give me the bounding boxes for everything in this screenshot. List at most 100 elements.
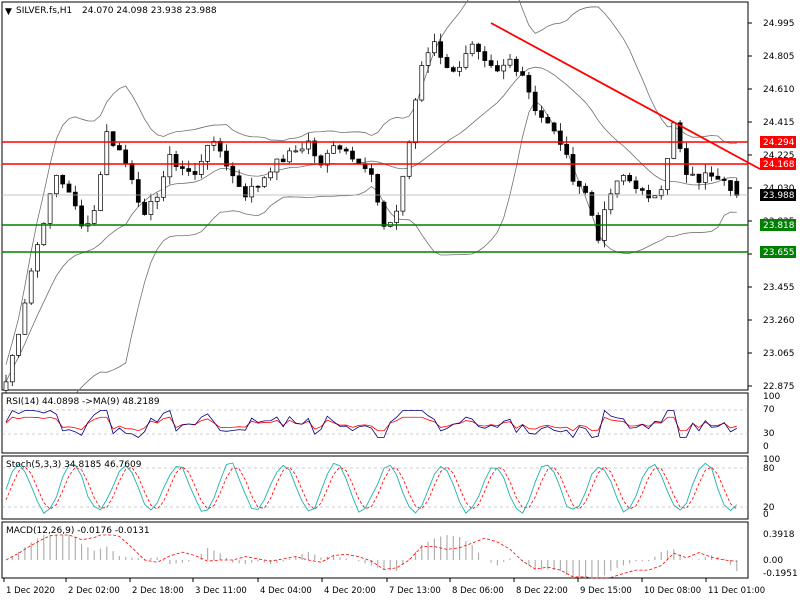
candle	[513, 56, 519, 77]
price-axis: 24.99524.80524.61024.41524.22524.03023.8…	[748, 19, 795, 392]
stoch-tick: 20	[763, 503, 775, 513]
candle	[721, 176, 727, 186]
time-tick: 4 Dec 04:00	[260, 586, 312, 596]
level-tags: 24.294 24.168 23.818 23.655 23.988	[760, 136, 796, 258]
candle	[715, 168, 721, 180]
bollinger-middle	[5, 66, 737, 382]
time-axis: 1 Dec 2020 2 Dec 02:00 2 Dec 18:00 3 Dec 11…	[3, 578, 765, 596]
time-tick: 3 Dec 11:00	[195, 586, 247, 596]
candle	[261, 176, 267, 189]
candle	[432, 33, 437, 57]
level-tag: 23.818	[763, 221, 795, 231]
time-tick: 1 Dec 2020	[6, 586, 55, 596]
candle	[343, 146, 349, 155]
level-tag: 23.655	[763, 248, 795, 258]
candle	[154, 192, 160, 210]
stoch-signal-line	[5, 466, 738, 510]
candle	[91, 205, 97, 226]
rsi-tick: 0	[763, 442, 769, 452]
candle	[148, 193, 154, 221]
candle	[495, 60, 500, 73]
candle	[444, 53, 450, 69]
macd-signal-line	[5, 534, 737, 579]
candle	[658, 185, 664, 200]
candle	[501, 59, 507, 80]
candle	[476, 42, 481, 60]
candle	[236, 169, 242, 187]
time-tick: 8 Dec 22:00	[516, 586, 568, 596]
level-tag: 24.168	[763, 160, 795, 170]
rsi-line	[5, 409, 737, 439]
candle	[293, 145, 299, 153]
time-tick: 10 Dec 08:00	[644, 586, 701, 596]
time-tick: 7 Dec 13:00	[389, 586, 441, 596]
candle	[684, 142, 689, 183]
stoch-tick: 100	[763, 455, 780, 465]
level-tag: 24.294	[763, 138, 795, 148]
candle	[224, 144, 229, 171]
candle	[469, 41, 475, 57]
candle	[41, 222, 47, 247]
candle	[173, 150, 179, 171]
candle	[72, 185, 78, 210]
candle	[47, 193, 53, 229]
candle	[488, 54, 494, 68]
price-tick: 24.225	[763, 151, 795, 161]
candle	[520, 66, 525, 77]
chart-header-icon: ▼	[5, 7, 12, 17]
candle	[192, 162, 198, 180]
price-tick: 23.065	[763, 349, 795, 359]
candle	[639, 186, 645, 196]
candle	[419, 61, 425, 102]
price-tick: 22.875	[763, 382, 795, 392]
candle	[243, 183, 248, 201]
candle	[161, 171, 166, 202]
candle	[551, 121, 557, 135]
macd-tick: 0.3918	[763, 530, 795, 540]
candle	[104, 124, 110, 176]
candle	[375, 173, 381, 206]
candle	[337, 144, 343, 154]
rsi-label: RSI(14) 44.0898 ->MA(9) 48.2189	[6, 397, 160, 407]
candle	[576, 180, 582, 194]
rsi-panel[interactable]	[1, 392, 749, 454]
macd-panel[interactable]	[1, 521, 749, 579]
candle	[589, 190, 595, 216]
candle	[608, 188, 614, 215]
candle	[450, 65, 456, 73]
macd-axis: 0.3918 0.00 -0.1951	[763, 530, 798, 579]
rsi-axis: 100 70 30 0	[763, 392, 780, 452]
candle	[709, 166, 714, 182]
candle	[324, 149, 330, 173]
candle	[671, 121, 677, 160]
candle	[369, 163, 374, 183]
stoch-panel[interactable]	[1, 455, 749, 520]
time-tick: 2 Dec 02:00	[68, 586, 120, 596]
stoch-label: Stoch(5,3,3) 34.8185 46.7609	[6, 460, 142, 470]
time-tick: 11 Dec 01:00	[708, 586, 765, 596]
candle	[690, 166, 696, 177]
candle	[457, 61, 462, 77]
candle	[482, 46, 488, 68]
candle	[331, 140, 336, 155]
candle	[532, 85, 538, 116]
trendline	[490, 22, 761, 170]
ohlc-label: 24.070 24.098 23.938 23.988	[82, 6, 217, 16]
candle	[507, 54, 513, 69]
bollinger-lower	[5, 100, 737, 414]
candle	[249, 177, 255, 203]
price-panel[interactable]	[1, 1, 749, 391]
candle	[16, 333, 21, 358]
price-plot	[2, 0, 761, 414]
candle	[583, 183, 588, 195]
candle	[142, 198, 147, 216]
price-tick: 24.805	[763, 52, 795, 62]
stoch-main-line	[5, 462, 738, 514]
candle	[274, 158, 280, 181]
macd-tick: -0.1951	[763, 569, 798, 579]
candle	[652, 194, 658, 199]
candle	[280, 154, 286, 163]
candle	[287, 147, 292, 164]
stoch-tick: 80	[763, 464, 775, 474]
